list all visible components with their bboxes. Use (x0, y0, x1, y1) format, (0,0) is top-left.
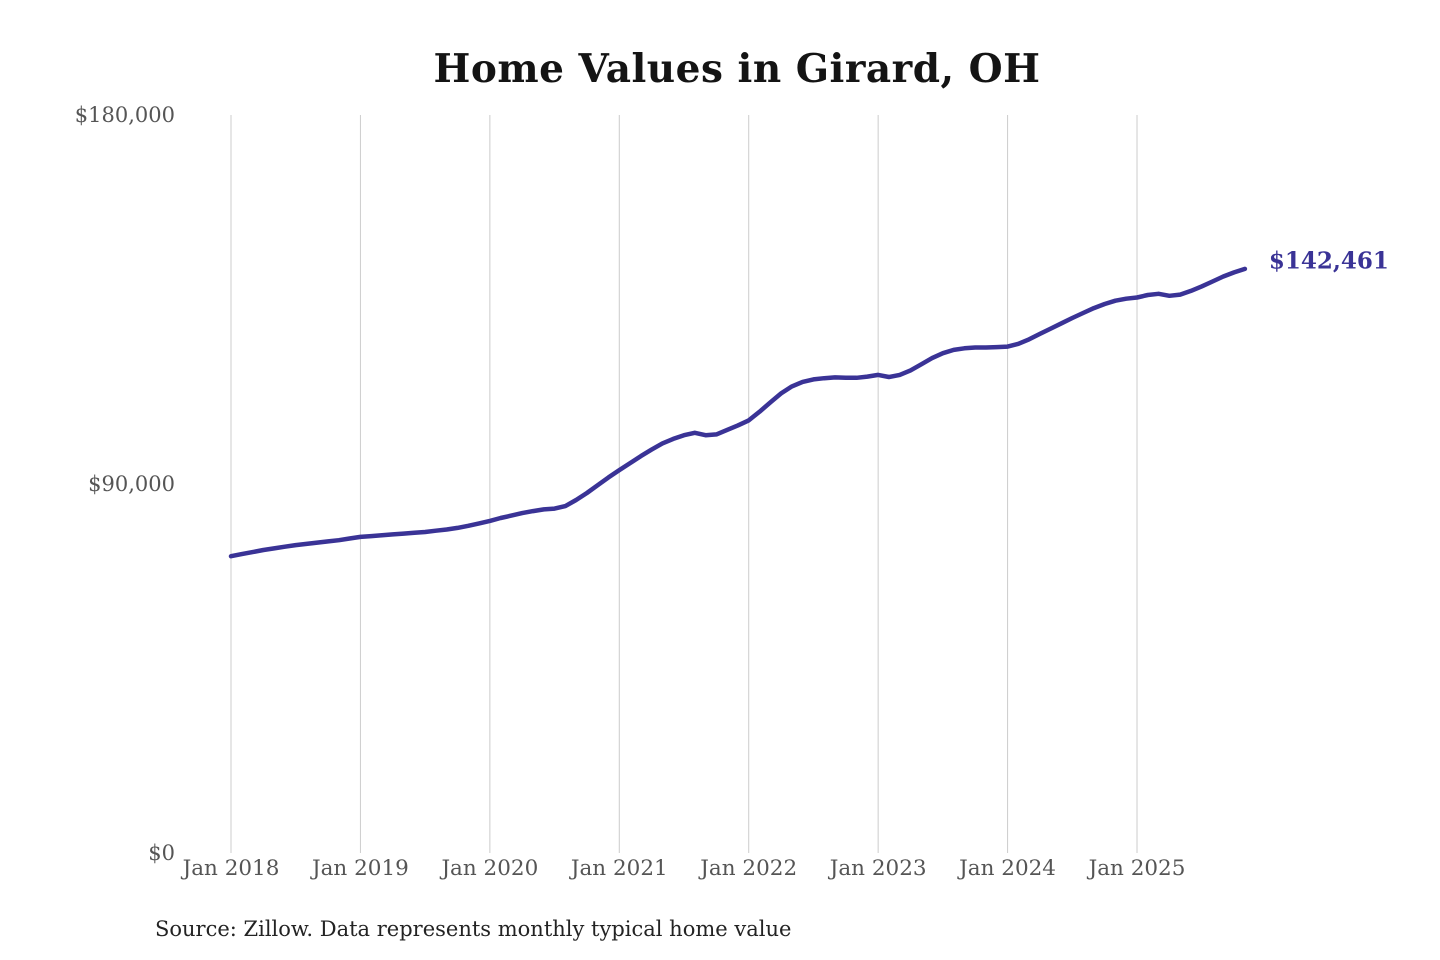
x-tick-label: Jan 2020 (441, 856, 539, 881)
x-tick-label: Jan 2024 (959, 856, 1056, 881)
home-value-line (228, 266, 1248, 559)
y-tick-label: $90,000 (88, 472, 175, 496)
vertical-gridlines (230, 115, 1138, 853)
y-tick-label: $0 (148, 841, 175, 865)
x-tick-label: Jan 2018 (182, 856, 280, 881)
y-tick-label: $180,000 (74, 103, 175, 127)
x-tick-label: Jan 2023 (829, 856, 927, 881)
x-tick-label: Jan 2019 (312, 856, 409, 881)
end-value-label: $142,461 (1268, 247, 1389, 275)
x-tick-label: Jan 2021 (570, 856, 668, 881)
chart-title: Home Values in Girard, OH (433, 46, 1041, 92)
source-note: Source: Zillow. Data represents monthly … (155, 917, 792, 941)
x-tick-label: Jan 2025 (1088, 856, 1186, 881)
x-tick-label: Jan 2022 (700, 856, 798, 881)
